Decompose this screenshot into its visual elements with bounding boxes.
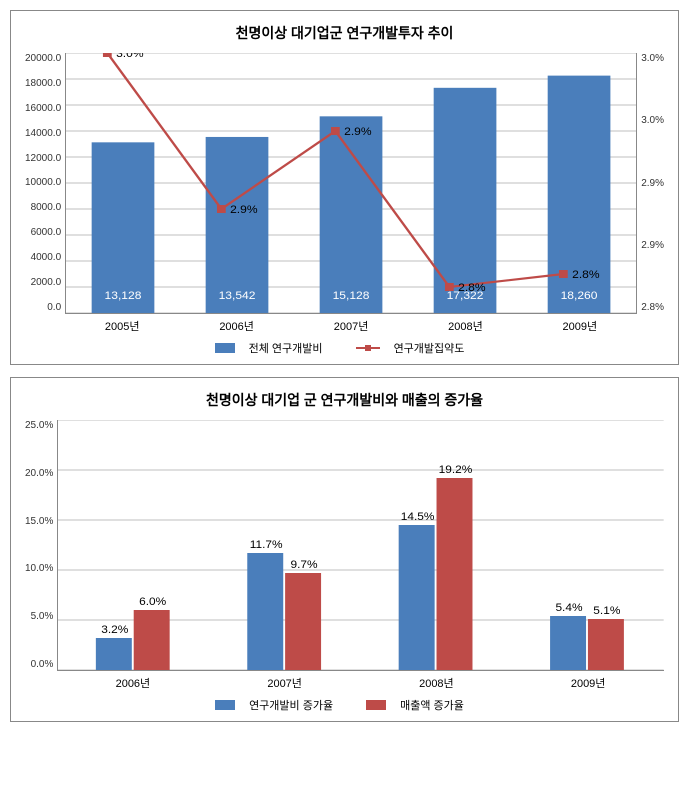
legend-label: 매출액 증가율: [400, 697, 464, 713]
svg-text:13,542: 13,542: [219, 290, 256, 301]
chart2-plot-wrap: 25.0%20.0%15.0%10.0%5.0%0.0% 3.2% 11.7% 14…: [25, 420, 664, 671]
chart1-plot-wrap: 20000.018000.016000.014000.012000.010000…: [25, 53, 664, 314]
chart2-y-axis: 25.0%20.0%15.0%10.0%5.0%0.0%: [25, 420, 57, 670]
chart1-y-left-axis: 20000.018000.016000.014000.012000.010000…: [25, 53, 65, 313]
chart2-legend-item-1: 매출액 증가율: [366, 697, 474, 713]
chart2-x-axis: 2006년2007년2008년2009년: [57, 671, 664, 691]
bar-swatch-icon: [215, 343, 235, 353]
svg-text:13,128: 13,128: [105, 290, 142, 301]
svg-text:5.1%: 5.1%: [594, 605, 621, 617]
chart1-plot-area: 13,12813,54215,12817,32218,2603.0%2.9%2.…: [65, 53, 637, 314]
svg-text:11.7%: 11.7%: [250, 539, 283, 551]
svg-text:2.9%: 2.9%: [344, 126, 371, 137]
chart1-title: 천명이상 대기업군 연구개발투자 추이: [25, 23, 664, 43]
svg-text:2.9%: 2.9%: [230, 204, 257, 215]
chart2-legend: 연구개발비 증가율 매출액 증가율: [25, 697, 664, 713]
svg-text:3.2%: 3.2%: [102, 624, 129, 636]
line-swatch-icon: [356, 343, 380, 353]
chart1-legend-item-bars: 전체 연구개발비: [215, 340, 333, 356]
chart1-legend: 전체 연구개발비 연구개발집약도: [25, 340, 664, 356]
svg-text:2.8%: 2.8%: [458, 282, 485, 293]
svg-text:5.4%: 5.4%: [556, 602, 583, 614]
svg-text:3.0%: 3.0%: [116, 53, 143, 60]
chart2-legend-item-0: 연구개발비 증가율: [215, 697, 343, 713]
svg-text:14.5%: 14.5%: [401, 511, 435, 523]
chart2-plot-area: 3.2% 11.7% 14.5% 5.4% 6.0% 9.7% 19.2% 5.1%: [57, 420, 664, 671]
chart2-container: 천명이상 대기업 군 연구개발비와 매출의 증가율 25.0%20.0%15.0…: [10, 377, 679, 722]
svg-text:15,128: 15,128: [333, 290, 370, 301]
chart2-title: 천명이상 대기업 군 연구개발비와 매출의 증가율: [25, 390, 664, 410]
chart1-container: 천명이상 대기업군 연구개발투자 추이 20000.018000.016000.…: [10, 10, 679, 365]
chart1-x-axis: 2005년2006년2007년2008년2009년: [65, 314, 637, 334]
chart1-y-right-axis: 3.0%3.0%2.9%2.9%2.8%: [637, 53, 664, 313]
chart1-legend-item-line: 연구개발집약도: [356, 340, 475, 356]
svg-text:9.7%: 9.7%: [291, 559, 318, 571]
legend-label: 연구개발비 증가율: [249, 697, 333, 713]
legend-label: 전체 연구개발비: [249, 340, 323, 356]
svg-text:19.2%: 19.2%: [439, 464, 473, 476]
svg-text:6.0%: 6.0%: [139, 596, 166, 608]
svg-text:2.8%: 2.8%: [572, 269, 599, 280]
bar-swatch-icon: [366, 700, 386, 710]
svg-text:18,260: 18,260: [561, 290, 598, 301]
bar-swatch-icon: [215, 700, 235, 710]
legend-label: 연구개발집약도: [394, 340, 465, 356]
